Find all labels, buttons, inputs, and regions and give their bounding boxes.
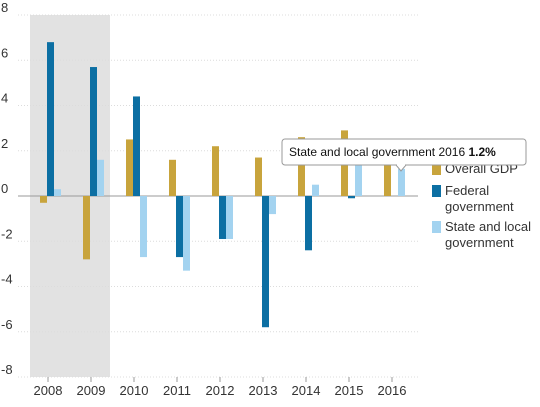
legend-swatch (432, 221, 441, 233)
legend-label: government (445, 235, 514, 250)
x-tick-label: 2015 (335, 383, 364, 398)
bar-state-and-local-government-2011[interactable] (183, 196, 190, 271)
y-tick-label: -6 (1, 317, 13, 332)
bar-state-and-local-government-2013[interactable] (269, 196, 276, 215)
bar-federal-government-2011[interactable] (176, 196, 183, 258)
y-tick-label: 2 (1, 136, 8, 151)
bar-federal-government-2012[interactable] (219, 196, 226, 239)
tooltip-pointer (395, 164, 407, 172)
bar-federal-government-2015[interactable] (348, 196, 355, 199)
bar-state-and-local-government-2008[interactable] (54, 189, 61, 196)
tooltip: State and local government 2016 1.2% (281, 138, 527, 172)
bar-state-and-local-government-2009[interactable] (97, 159, 104, 196)
bar-overall-gdp-2014[interactable] (298, 137, 305, 196)
bar-overall-gdp-2011[interactable] (169, 159, 176, 196)
y-tick-label: 4 (1, 91, 8, 106)
x-tick-label: 2009 (77, 383, 106, 398)
bar-state-and-local-government-2012[interactable] (226, 196, 233, 239)
x-tick-label: 2010 (120, 383, 149, 398)
legend-swatch (432, 185, 441, 197)
bar-overall-gdp-2009[interactable] (83, 196, 90, 260)
x-tick-label: 2008 (34, 383, 63, 398)
bar-federal-government-2013[interactable] (262, 196, 269, 328)
x-tick-label: 2013 (249, 383, 278, 398)
bar-federal-government-2014[interactable] (305, 196, 312, 251)
bar-federal-government-2010[interactable] (133, 96, 140, 196)
y-tick-label: 8 (1, 0, 8, 15)
bar-overall-gdp-2013[interactable] (255, 157, 262, 196)
bar-state-and-local-government-2015[interactable] (355, 157, 362, 196)
tooltip-value: 1.2% (468, 145, 496, 159)
axes: 8 6 4 2 0 -2 -4 -6 -8 2008 2009 2010 2011 2012 2013 201… (1, 0, 406, 398)
y-tick-label: -2 (1, 226, 13, 241)
legend-swatch (432, 163, 441, 175)
bar-overall-gdp-2008[interactable] (40, 196, 47, 203)
y-tick-label: -4 (1, 272, 13, 287)
y-tick-label: -8 (1, 362, 13, 377)
legend-label: State and local (445, 219, 531, 234)
y-tick-label: 0 (1, 181, 8, 196)
legend-label: government (445, 199, 514, 214)
x-tick-label: 2016 (378, 383, 407, 398)
y-tick-label: 6 (1, 45, 8, 60)
bar-federal-government-2008[interactable] (47, 42, 54, 197)
bar-overall-gdp-2016[interactable] (384, 162, 391, 196)
x-tick-label: 2012 (206, 383, 235, 398)
x-tick-label: 2011 (163, 383, 191, 398)
bar-state-and-local-government-2010[interactable] (140, 196, 147, 258)
tooltip-series: State and local government (289, 145, 438, 159)
tooltip-text: State and local government 2016 1.2% (289, 145, 496, 159)
legend-label: Federal (445, 183, 489, 198)
bar-overall-gdp-2012[interactable] (212, 146, 219, 196)
tooltip-year: 2016 (438, 145, 468, 159)
bar-federal-government-2009[interactable] (90, 67, 97, 196)
bar-overall-gdp-2010[interactable] (126, 139, 133, 196)
x-tick-label: 2014 (292, 383, 321, 398)
bar-state-and-local-government-2014[interactable] (312, 184, 319, 196)
bar-state-and-local-government-2016[interactable] (398, 168, 405, 196)
